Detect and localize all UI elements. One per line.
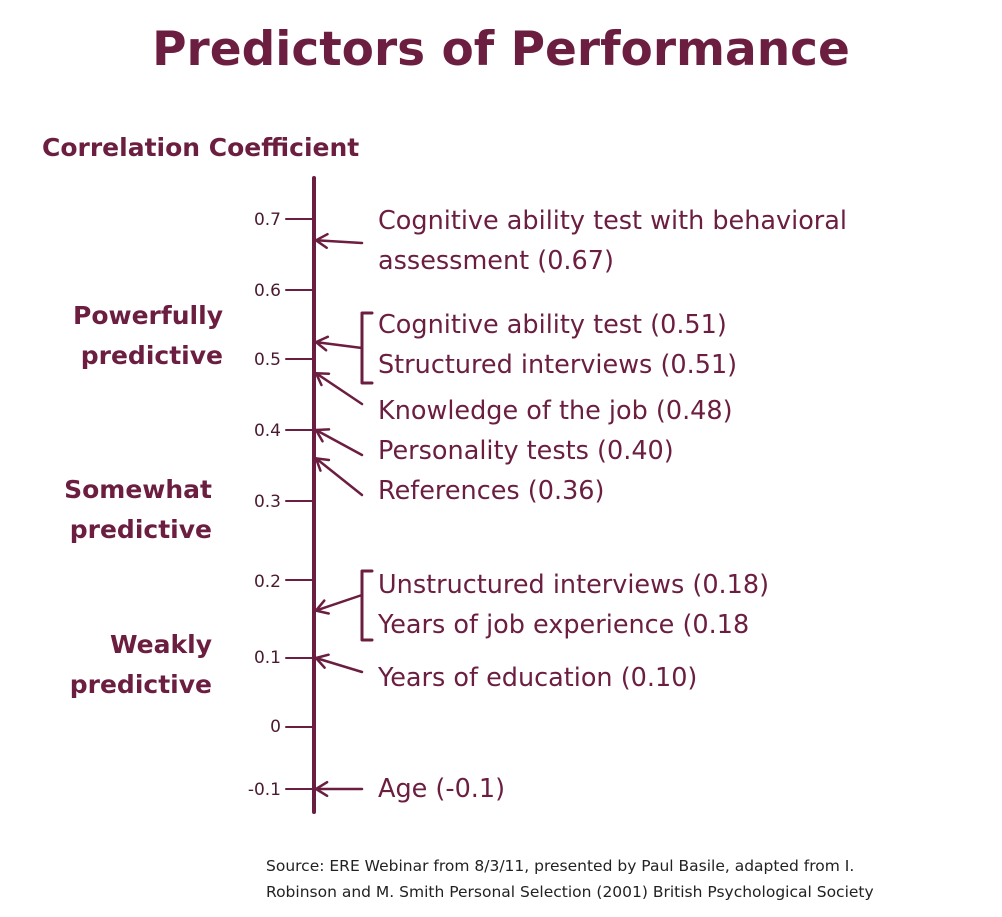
arrow	[314, 457, 364, 497]
tick-label: 0.2	[253, 572, 281, 592]
source-note: Source: ERE Webinar from 8/3/11, present…	[266, 857, 874, 901]
arrow-head	[314, 232, 329, 249]
predictor-label: Cognitive ability test (0.51)	[378, 310, 727, 340]
predictor-label: Age (-0.1)	[378, 774, 506, 804]
predictor-label: Years of job experience (0.18	[378, 610, 750, 640]
band-label-weak: Weakly predictive	[69, 630, 212, 699]
predictor-label: Personality tests (0.40)	[378, 436, 674, 466]
arrow-head	[314, 371, 331, 387]
arrow-head	[314, 780, 329, 798]
band-label-powerful: Powerfully predictive	[73, 301, 223, 370]
axis-title: Correlation Coefficient	[42, 133, 360, 162]
band-label-somewhat: Somewhat predictive	[64, 475, 212, 544]
arrow	[314, 239, 364, 245]
tick-label: 0.7	[253, 210, 281, 230]
arrow	[314, 656, 364, 674]
tick-label: 0.3	[253, 492, 281, 512]
tick-label: 0.4	[253, 421, 281, 441]
predictor-label: Cognitive ability test with behavioral	[378, 206, 847, 236]
arrow-head	[314, 653, 330, 669]
arrow	[314, 371, 364, 406]
arrow	[314, 340, 364, 350]
arrow	[314, 428, 364, 457]
tick-label: 0.5	[253, 350, 281, 370]
tick-label: 0.1	[253, 648, 281, 668]
tick-label: 0	[270, 717, 281, 737]
arrow-head	[314, 335, 330, 352]
tick-label: 0.6	[253, 281, 281, 301]
page-title: Predictors of Performance	[152, 22, 850, 77]
predictor-label: Structured interviews (0.51)	[378, 350, 738, 380]
predictor-label: Years of education (0.10)	[378, 663, 698, 693]
arrow-head	[314, 599, 330, 615]
arrow-head	[314, 428, 331, 443]
predictor-label: Knowledge of the job (0.48)	[378, 396, 733, 426]
tick-label: -0.1	[247, 780, 281, 800]
arrow-head	[314, 457, 331, 472]
bracket	[360, 311, 374, 385]
bracket	[360, 569, 374, 642]
predictor-label: assessment (0.67)	[378, 246, 614, 276]
predictor-label: Unstructured interviews (0.18)	[378, 570, 770, 600]
predictor-label: References (0.36)	[378, 476, 605, 506]
arrow	[314, 593, 364, 612]
